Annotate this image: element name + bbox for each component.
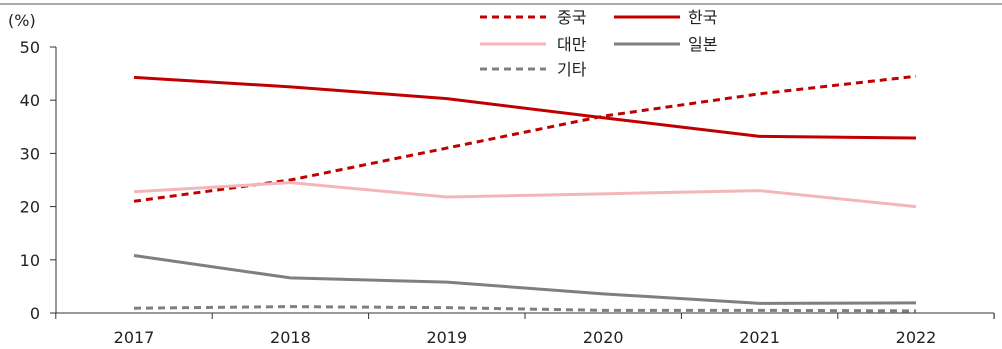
y-tick-label: 10 [20,251,40,270]
x-tick-label: 2021 [739,328,780,345]
y-tick-label: 20 [20,198,40,217]
legend-label-1: 중국 [557,8,586,27]
x-tick-label: 2019 [426,328,467,345]
series-line-3 [133,181,917,209]
series-layer [133,74,917,313]
y-tick-label: 50 [20,38,40,57]
x-tick-label: 2022 [896,328,937,345]
legend-label-2: 한국 [688,8,717,27]
legend-label-4: 일본 [688,35,717,54]
y-tick-label: 40 [20,91,40,110]
series-line-2 [133,75,917,140]
x-tick-label: 2017 [114,328,155,345]
legend-label-5: 기타 [557,60,587,79]
legend-label-3: 대만 [557,35,587,54]
y-axis: 0 10 20 30 40 50 [20,38,57,323]
x-axis: 2017 2018 2019 2020 2021 2022 [55,312,995,347]
series-line-4 [133,254,917,305]
x-tick-label: 2018 [270,328,311,345]
y-axis-unit-label: (%) [8,11,36,30]
x-tick-label: 2020 [583,328,624,345]
series-line-1 [133,74,917,203]
y-tick-label: 0 [30,304,40,323]
y-tick-label: 30 [20,144,40,163]
series-line-5 [133,305,917,313]
